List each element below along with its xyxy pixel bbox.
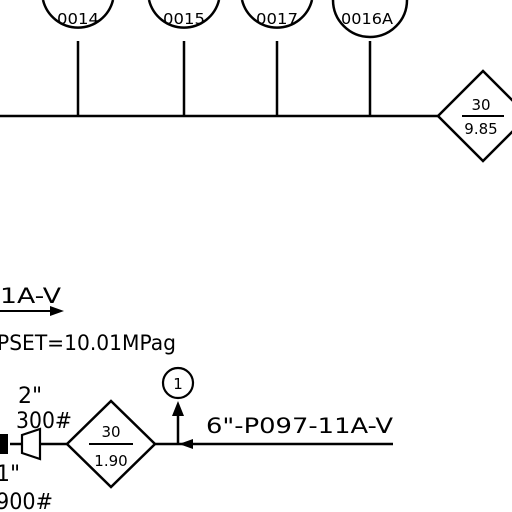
size-2in-label: 2" [18,384,42,409]
diamond-top-value: 30 [101,423,120,441]
main-line-number: 6"-P097-11A-V [206,414,394,438]
spec-break-diamond-bottom[interactable]: 30 1.90 [65,399,157,489]
line-number-partial: 1A-V [0,284,62,308]
instrument-0014[interactable]: 0014 [41,0,115,116]
instrument-bubble [41,0,115,29]
instrument-bubble [331,0,409,39]
main-process-line[interactable]: 6"-P097-11A-V [155,414,394,449]
note-number: 1 [173,375,183,393]
set-pressure-label: PSET=10.01MPag [0,331,176,355]
relief-line-label[interactable]: 1A-V [0,284,64,316]
rating-300-label: 300# [16,409,72,434]
diamond-bottom-value: 1.90 [94,452,127,470]
process-flow-arrowhead [179,439,193,449]
spec-break-diamond-top[interactable]: 30 9.85 [436,69,512,163]
flange-block [0,434,8,454]
instrument-tag: 0015 [163,10,205,28]
reducer-shape [20,427,42,461]
instrument-bubble [240,0,314,29]
note-circle [161,366,195,400]
size-fragment-label: 1" [0,462,20,487]
instrument-0015[interactable]: 0015 [147,0,221,116]
rating-900-label: 900# [0,490,53,512]
instrument-tag: 0017 [256,10,298,28]
flow-arrow-head [50,306,64,316]
note-arrowhead [172,401,184,416]
diamond-bottom-value: 9.85 [464,120,497,138]
note-bubble-1[interactable]: 1 [161,366,195,444]
instrument-tag: 0016A [341,10,394,28]
pipe-reducer[interactable] [0,427,67,461]
instrument-tag: 0014 [57,10,99,28]
instrument-bubble [147,0,221,29]
diamond-top-value: 30 [471,96,490,114]
instrument-0017[interactable]: 0017 [240,0,314,116]
instrument-0016a[interactable]: 0016A [331,0,409,116]
